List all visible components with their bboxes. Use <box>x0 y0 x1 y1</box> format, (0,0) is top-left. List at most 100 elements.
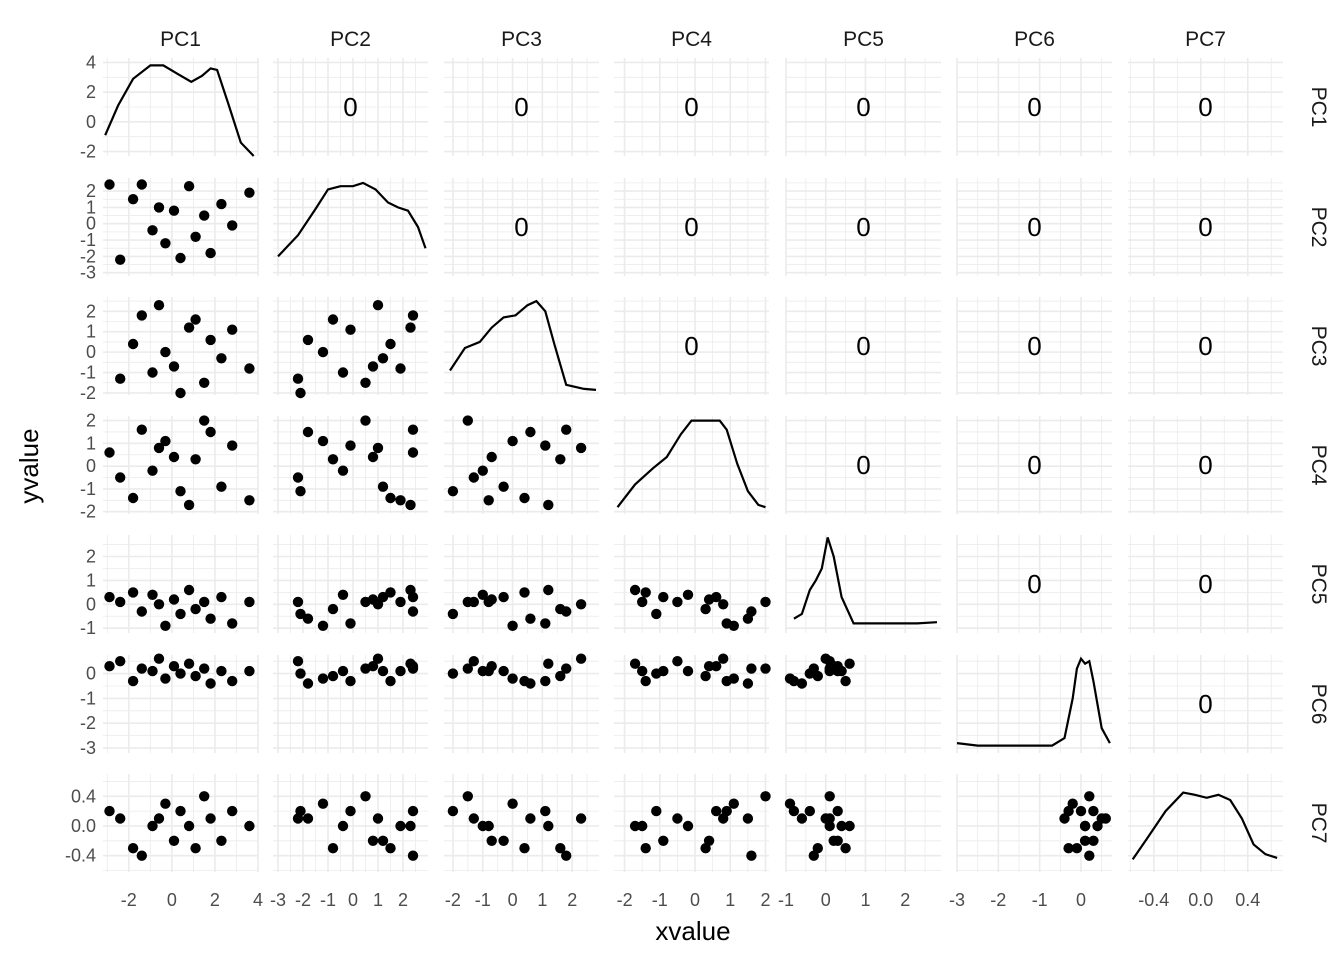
scatter-point <box>372 442 384 454</box>
scatter-point <box>742 678 754 689</box>
label-layer: 0 0 0 0 0 0 0 0 0 0 0 0 0 0 0 0 0 0 0 0 0 PC1 PC2 PC3 PC4 PC5 PC6 P… <box>65 28 1330 910</box>
scatter-point <box>292 596 304 608</box>
scatter-point <box>486 451 497 463</box>
scatter-point <box>468 813 479 824</box>
scatter-point <box>244 596 255 608</box>
scatter-point <box>190 231 201 242</box>
scatter-point <box>168 835 180 846</box>
scatter-point <box>385 338 396 350</box>
scatter-point <box>629 658 641 669</box>
density-curve-pc1 <box>104 64 255 157</box>
density-curve-pc6 <box>956 656 1111 747</box>
scatter-point <box>519 587 530 598</box>
scatter-point <box>160 346 171 358</box>
scatter-point <box>337 665 349 677</box>
y-tick-label: 2 <box>86 547 96 567</box>
scatter-point <box>395 495 406 506</box>
x-tick-label: 1 <box>860 890 870 910</box>
column-strip-label: PC1 <box>160 28 201 51</box>
scatter-point <box>295 486 306 497</box>
correlation-label: 0 <box>856 450 870 480</box>
scatter-point <box>168 205 180 216</box>
scatter-point <box>540 440 551 451</box>
density-curve-pc5 <box>793 537 938 625</box>
grid-layer <box>103 58 1283 872</box>
y-axis-title: yvalue <box>14 428 44 503</box>
scatter-point <box>227 618 238 629</box>
x-tick-label: 0 <box>821 890 831 910</box>
correlation-label: 0 <box>1027 569 1041 599</box>
scatter-point <box>405 658 416 669</box>
scatter-point <box>561 850 572 861</box>
scatter-point <box>160 238 171 249</box>
row-strip-label: PC2 <box>1307 207 1330 248</box>
y-tick-label: 2 <box>86 411 96 431</box>
scatter-point <box>372 653 384 664</box>
scatter-point <box>345 440 356 451</box>
scatter-point <box>525 813 536 824</box>
scatter-point <box>175 486 186 497</box>
scatter-point <box>728 798 739 809</box>
correlation-label: 0 <box>1027 331 1041 361</box>
scatter-point <box>651 805 662 817</box>
x-tick-label: -2 <box>295 890 311 910</box>
scatter-point <box>104 447 115 458</box>
scatter-point <box>824 791 835 802</box>
scatter-point <box>682 589 694 600</box>
scatter-point <box>337 820 349 832</box>
scatter-point <box>718 653 729 664</box>
scatter-point <box>407 606 419 617</box>
scatter-point <box>147 820 158 832</box>
scatter-point <box>345 805 356 817</box>
scatter-point <box>1063 843 1074 854</box>
scatter-point <box>742 813 754 824</box>
scatter-point <box>345 324 356 335</box>
scatter-point <box>385 492 396 504</box>
scatter-point <box>199 210 210 221</box>
scatter-point <box>216 591 227 603</box>
scatter-point <box>160 620 171 631</box>
scatter-point <box>136 606 147 617</box>
correlation-label: 0 <box>514 212 528 242</box>
scatter-point <box>190 603 201 615</box>
scatter-point <box>658 835 669 846</box>
scatter-point <box>498 835 509 846</box>
scatter-point <box>205 334 216 346</box>
scatter-point <box>746 663 757 674</box>
scatter-point <box>183 499 195 511</box>
scatter-point <box>360 663 371 674</box>
scatter-point <box>447 608 459 620</box>
scatter-point <box>377 665 389 677</box>
scatter-point <box>153 653 165 664</box>
scatter-point <box>703 661 715 672</box>
scatter-point <box>540 675 551 687</box>
y-tick-label: -2 <box>80 246 96 266</box>
scatter-point <box>337 589 349 600</box>
x-tick-label: -1 <box>652 890 668 910</box>
scatter-point <box>477 465 488 476</box>
x-tick-label: 4 <box>253 890 263 910</box>
scatter-point <box>543 658 554 669</box>
column-strip-label: PC6 <box>1014 28 1055 51</box>
scatter-point <box>302 334 314 346</box>
x-axis-title: xvalue <box>655 916 730 946</box>
scatter-point <box>746 850 757 861</box>
scatter-point <box>115 254 126 265</box>
y-tick-label: 1 <box>86 433 96 453</box>
row-strip-label: PC4 <box>1307 445 1330 486</box>
scatter-point <box>367 835 379 846</box>
scatter-point <box>468 472 479 483</box>
scatter-point <box>640 843 651 854</box>
x-tick-label: 2 <box>900 890 910 910</box>
scatter-point <box>672 813 683 824</box>
scatter-point <box>127 492 139 504</box>
scatter-point <box>190 843 201 854</box>
y-tick-label: 2 <box>86 82 96 102</box>
scatter-point <box>244 363 255 374</box>
scatter-point <box>115 813 126 824</box>
scatter-point <box>360 791 371 802</box>
scatter-point <box>812 670 823 682</box>
scatter-point <box>1075 805 1087 817</box>
scatter-point <box>360 377 371 388</box>
correlation-label: 0 <box>856 331 870 361</box>
